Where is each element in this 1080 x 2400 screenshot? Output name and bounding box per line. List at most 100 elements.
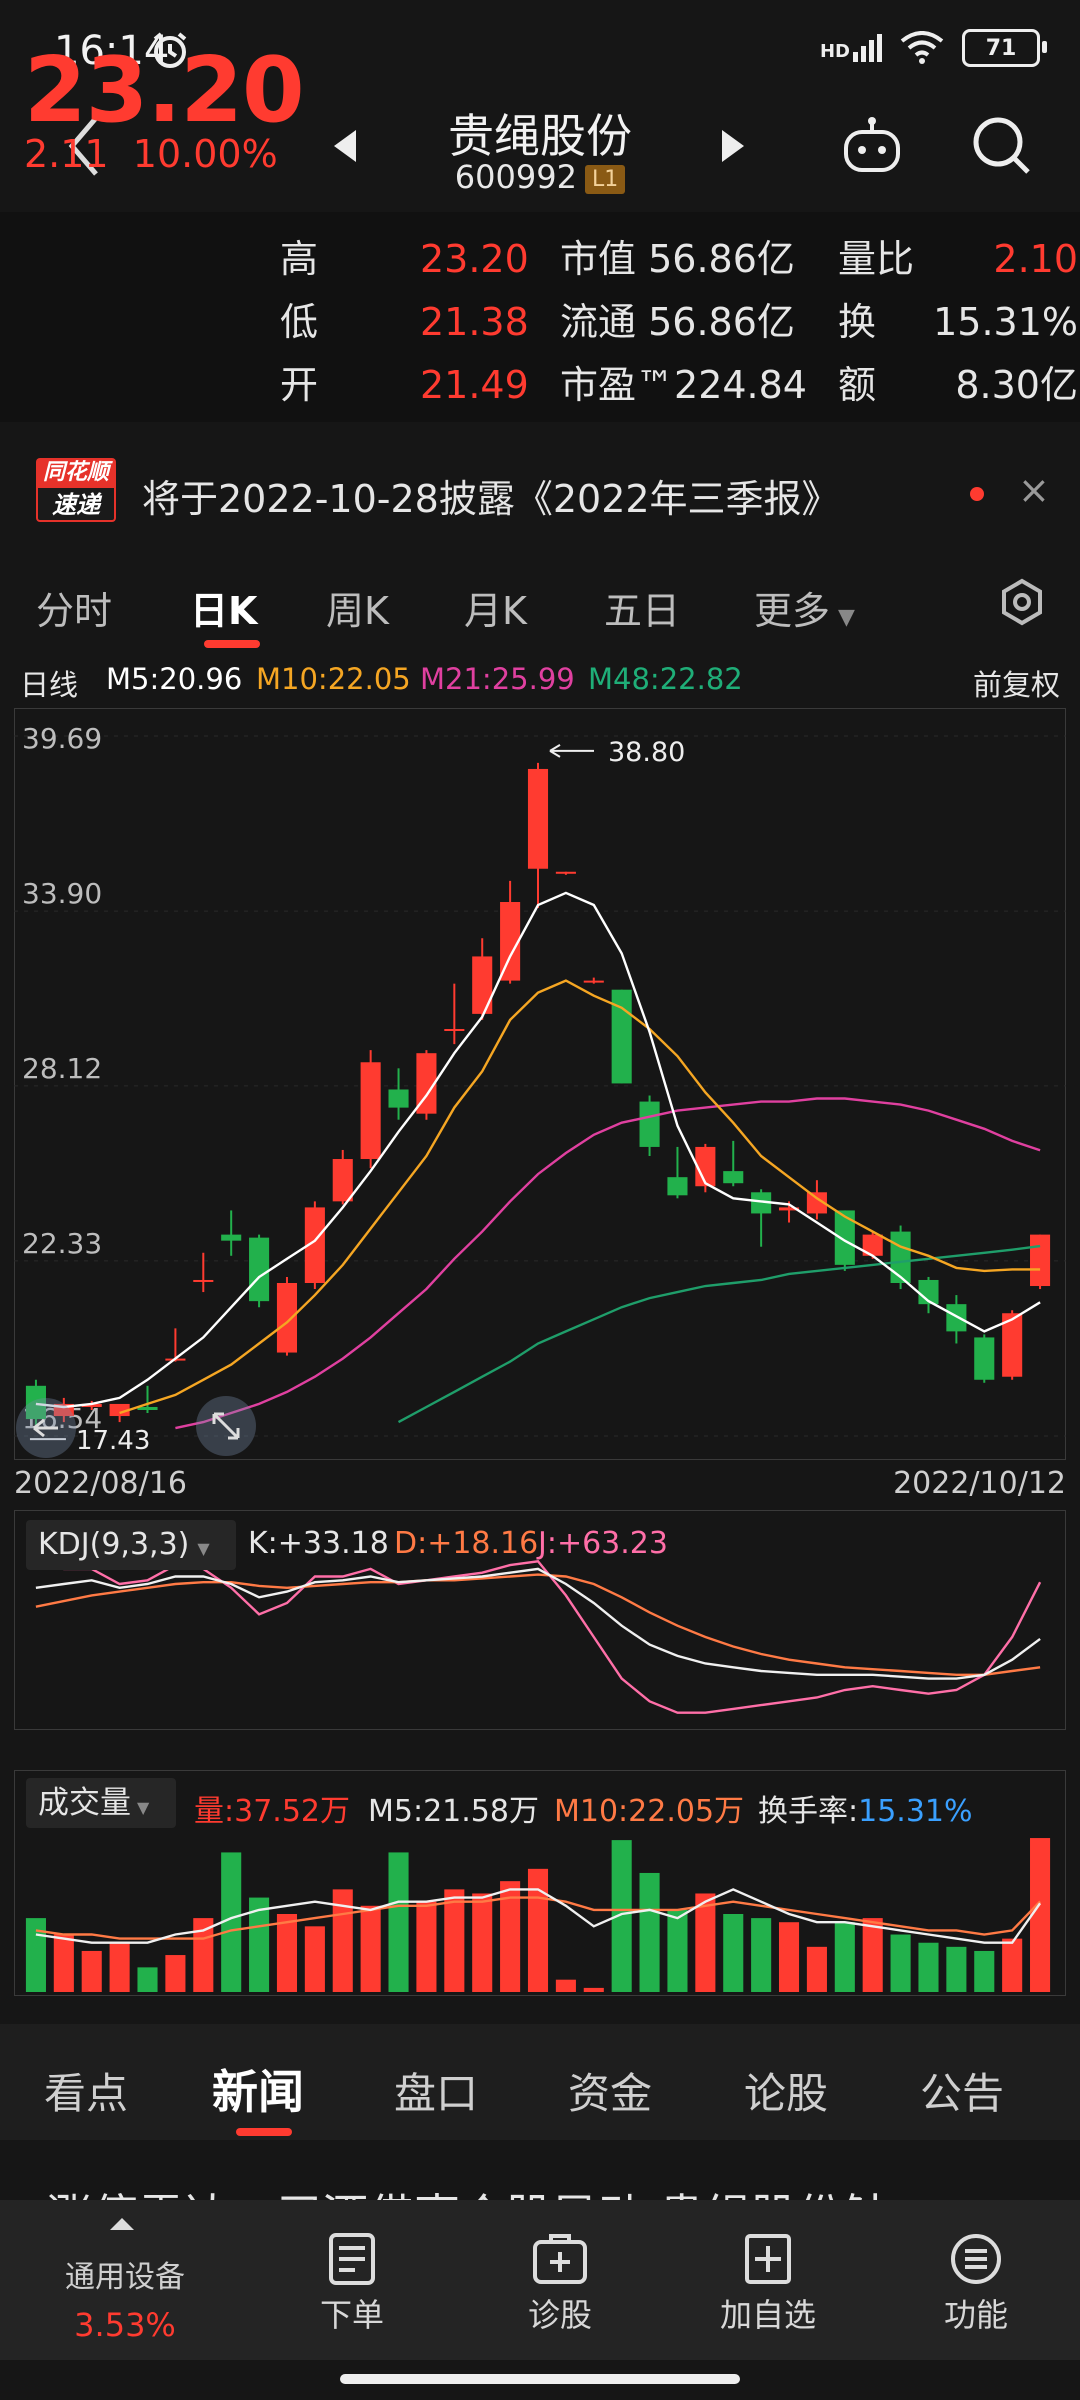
volume-ma5: M5:21.58万 — [368, 1794, 539, 1829]
hd-signal-icon: HD — [820, 34, 882, 62]
tab-capital[interactable]: 资金 — [568, 2069, 653, 2118]
news-tabs — [0, 2024, 1080, 2140]
tab-highlights[interactable]: 看点 — [44, 2069, 129, 2118]
badge-top: 同花顺 — [36, 458, 116, 488]
tab-announcements[interactable]: 公告 — [920, 2069, 1005, 2118]
volume-bar — [416, 1901, 437, 1992]
volume-bar — [249, 1897, 270, 1992]
candle-body — [25, 1385, 46, 1420]
volume-bar — [109, 1942, 130, 1992]
turnover-value: 15.31% — [858, 1794, 973, 1829]
sector-label[interactable]: 通用设备 — [65, 2260, 185, 2295]
candle-body — [472, 956, 493, 1014]
ma10-line — [119, 979, 1041, 1415]
tab-news[interactable]: 新闻 — [212, 2065, 304, 2119]
value-low: 21.38 — [420, 300, 529, 344]
functions-button[interactable]: 功能 — [916, 2232, 1036, 2336]
volume-ma5-line — [35, 1888, 1042, 1944]
volume-bar — [723, 1914, 744, 1992]
candle-body — [723, 1171, 744, 1184]
candle-body — [695, 1146, 716, 1187]
expand-icon — [212, 1412, 240, 1440]
add-watchlist-button[interactable]: 加自选 — [708, 2232, 828, 2336]
adjust-mode[interactable]: 前复权 — [972, 668, 1060, 702]
candle-body — [332, 1159, 353, 1202]
value-pe: 224.84 — [674, 363, 807, 407]
candle-body — [890, 1231, 911, 1283]
search-icon[interactable] — [970, 114, 1034, 178]
candle-body — [416, 1053, 437, 1114]
add-icon — [745, 2234, 791, 2284]
label-amount: 额 — [838, 363, 877, 407]
notice-text[interactable]: 将于2022-10-28披露《2022年三季报》 — [142, 477, 840, 521]
candle-body — [444, 1029, 465, 1032]
volume-chart[interactable] — [14, 1770, 1066, 1996]
volume-bar — [360, 1905, 381, 1992]
tab-intraday[interactable]: 分时 — [36, 589, 113, 633]
alarm-icon — [153, 32, 187, 68]
label-market-cap: 市值 — [560, 237, 637, 281]
volume-bar — [806, 1946, 827, 1992]
kdj-d-line — [35, 1573, 1041, 1677]
tab-weekly-k[interactable]: 周K — [326, 589, 389, 633]
y-tick-label: 22.33 — [22, 1227, 102, 1260]
y-tick-label: 28.12 — [22, 1052, 102, 1085]
price-change: 2.11 10.00% — [24, 132, 278, 176]
volume-bar — [527, 1868, 549, 1992]
turnover-label: 换手率: — [758, 1794, 859, 1829]
chart-settings-icon[interactable] — [998, 578, 1046, 626]
volume-ma10: M10:22.05万 — [554, 1794, 745, 1829]
label-open: 开 — [280, 363, 319, 407]
stock-name: 贵绳股份 — [448, 109, 632, 163]
candle-body — [751, 1192, 772, 1214]
close-icon[interactable]: × — [1018, 468, 1050, 512]
tab-five-day[interactable]: 五日 — [604, 589, 681, 633]
y-tick-label: 33.90 — [22, 877, 102, 910]
volume-bar — [1030, 1838, 1051, 1992]
status-icons: HD 71 — [820, 26, 1047, 70]
volume-bar — [165, 1955, 186, 1992]
kdj-k-value: K:+33.18 — [248, 1526, 389, 1561]
value-market-cap: 56.86亿 — [648, 237, 795, 281]
robot-assistant-icon[interactable] — [840, 116, 904, 176]
volume-bar — [276, 1914, 298, 1992]
candle-body — [527, 768, 549, 869]
candle-body — [583, 980, 604, 983]
volume-chart-frame — [14, 1770, 1066, 1996]
prev-stock-icon[interactable] — [330, 128, 360, 164]
label-turnover: 换 — [838, 300, 877, 344]
label-volume-ratio: 量比 — [838, 237, 915, 281]
tab-daily-k[interactable]: 日K — [190, 589, 258, 633]
label-float-cap: 流通 — [560, 300, 637, 344]
tab-monthly-k[interactable]: 月K — [464, 589, 527, 633]
volume-bar — [1002, 1938, 1023, 1992]
notice-bar[interactable] — [0, 425, 1080, 555]
turnover-rate: 换手率:15.31% — [758, 1786, 973, 1830]
tab-order-book[interactable]: 盘口 — [394, 2069, 479, 2118]
next-stock-icon[interactable] — [718, 128, 748, 164]
caret-up-icon[interactable] — [108, 2216, 136, 2232]
volume-indicator-selector[interactable]: 成交量 ▼ — [26, 1778, 176, 1828]
quote-col-labels-3: 量比 换 额 — [838, 228, 914, 417]
back-icon[interactable] — [64, 114, 104, 178]
kdj-indicator-selector[interactable]: KDJ(9,3,3) ▼ — [26, 1520, 236, 1570]
label-high: 高 — [280, 237, 319, 281]
diagnose-button[interactable]: 诊股 — [500, 2232, 620, 2336]
label-low: 低 — [280, 300, 319, 344]
sector-change: 3.53% — [74, 2306, 176, 2344]
tab-forum[interactable]: 论股 — [744, 2069, 829, 2118]
order-button[interactable]: 下单 — [292, 2232, 412, 2336]
volume-bar — [751, 1918, 772, 1992]
high-price-label: 38.80 — [608, 737, 685, 768]
quote-panel — [0, 212, 1080, 422]
volume-label: 成交量 — [38, 1785, 131, 1821]
home-indicator — [340, 2374, 740, 2384]
kdj-j-value: J:+63.23 — [538, 1526, 668, 1561]
candle-body — [862, 1234, 883, 1256]
volume-bar — [472, 1893, 493, 1992]
network-label: HD — [819, 41, 850, 62]
candle-body — [946, 1304, 967, 1332]
volume-bar — [555, 1979, 576, 1992]
tab-more[interactable]: 更多 ▼ — [754, 580, 855, 635]
